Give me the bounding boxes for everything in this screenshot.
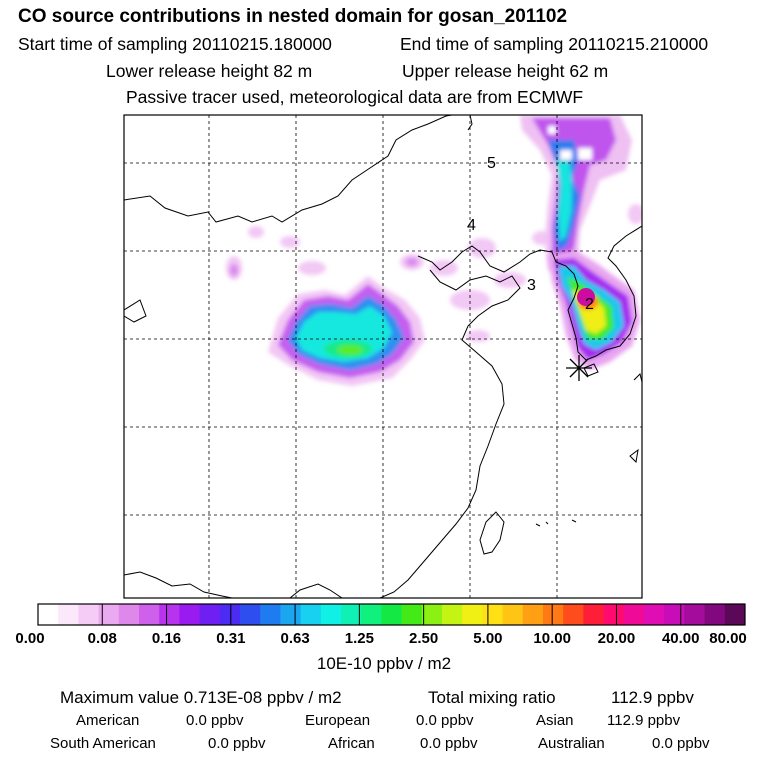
colorbar-tick-label: 20.00 bbox=[597, 630, 636, 647]
map-frame bbox=[123, 114, 643, 599]
colorbar-swatch bbox=[320, 604, 342, 625]
start-time-label: Start time of sampling 20110215.180000 bbox=[18, 34, 332, 54]
asterisk-station-icon bbox=[566, 355, 592, 381]
colorbar-swatch bbox=[563, 604, 584, 625]
region-value-american: 0.0 ppbv bbox=[186, 712, 244, 729]
colorbar-tick-label: 5.00 bbox=[473, 630, 503, 647]
trajectory-marker-3: 3 bbox=[527, 277, 536, 294]
colorbar-tick-label: 0.31 bbox=[216, 630, 246, 647]
colorbar-swatch bbox=[300, 604, 322, 625]
colorbar-swatch bbox=[623, 604, 645, 625]
colorbar-tick-label: 0.63 bbox=[280, 630, 310, 647]
colorbar-swatch bbox=[38, 604, 59, 625]
colorbar-swatch bbox=[341, 604, 362, 625]
max-value-label: Maximum value 0.713E-08 ppbv / m2 bbox=[60, 688, 342, 707]
colorbar-tick-label: 80.00 bbox=[709, 630, 747, 647]
plume-north-patches bbox=[226, 204, 642, 342]
colorbar-swatch bbox=[543, 604, 564, 625]
region-name-south-american: South American bbox=[50, 735, 156, 752]
max-concentration-spot bbox=[577, 288, 595, 306]
colorbar-tick-label: 0.08 bbox=[87, 630, 117, 647]
colorbar-frame bbox=[37, 603, 746, 626]
colorbar-swatch bbox=[482, 604, 503, 625]
map-title: CO source contributions in nested domain… bbox=[18, 6, 568, 27]
region-value-european: 0.0 ppbv bbox=[416, 712, 474, 729]
lower-release-label: Lower release height 82 m bbox=[106, 61, 313, 81]
region-value-australian: 0.0 ppbv bbox=[652, 735, 710, 752]
region-name-african: African bbox=[328, 735, 375, 752]
colorbar-swatch bbox=[442, 604, 463, 625]
colorbar-swatch bbox=[502, 604, 524, 625]
colorbar-swatch bbox=[664, 604, 685, 625]
colorbar-swatch bbox=[118, 604, 140, 625]
data-source-note: Passive tracer used, meteorological data… bbox=[126, 87, 584, 107]
colorbar-tick-label: 10.00 bbox=[533, 630, 571, 647]
coastlines bbox=[124, 115, 642, 598]
colorbar-swatch bbox=[361, 604, 382, 625]
end-time-label: End time of sampling 20110215.210000 bbox=[400, 34, 709, 54]
region-name-american: American bbox=[76, 712, 140, 729]
colorbar-swatch bbox=[603, 604, 625, 625]
colorbar-swatch bbox=[684, 604, 705, 625]
colorbar-tick-label: 0.00 bbox=[15, 630, 45, 647]
colorbar-swatch bbox=[381, 604, 402, 625]
colorbar-swatch bbox=[280, 604, 301, 625]
trajectory-marker-5: 5 bbox=[487, 155, 496, 172]
region-name-asian: Asian bbox=[536, 712, 574, 729]
colorbar-swatch bbox=[401, 604, 423, 625]
colorbar-swatch bbox=[199, 604, 221, 625]
colorbar-tick-label: 0.16 bbox=[151, 630, 182, 647]
total-mixing-value: 112.9 ppbv bbox=[611, 688, 694, 707]
lat-lon-grid bbox=[124, 115, 642, 598]
colorbar-swatch bbox=[583, 604, 604, 625]
colorbar-tick-label: 2.50 bbox=[409, 630, 439, 647]
region-name-australian: Australian bbox=[538, 735, 605, 752]
colorbar-swatch bbox=[724, 604, 746, 625]
colorbar-swatch bbox=[260, 604, 281, 625]
colorbar-unit: 10E-10 ppbv / m2 bbox=[316, 654, 452, 673]
colorbar-swatch bbox=[139, 604, 160, 625]
colorbar-swatch bbox=[179, 604, 200, 625]
upper-release-label: Upper release height 62 m bbox=[402, 61, 609, 81]
colorbar-swatch bbox=[58, 604, 79, 625]
colorbar-swatch bbox=[240, 604, 261, 625]
colorbar-swatch bbox=[98, 604, 120, 625]
colorbar-tick-label: 40.00 bbox=[661, 630, 700, 647]
colorbar-swatch bbox=[219, 604, 241, 625]
colorbar-swatch bbox=[644, 604, 665, 625]
total-mixing-label: Total mixing ratio bbox=[428, 688, 556, 707]
colorbar-swatch bbox=[78, 604, 99, 625]
colorbar-swatch bbox=[704, 604, 726, 625]
region-value-asian: 112.9 ppbv bbox=[607, 712, 681, 729]
trajectory-marker-2: 2 bbox=[585, 296, 594, 313]
colorbar-swatch bbox=[462, 604, 483, 625]
region-value-african: 0.0 ppbv bbox=[420, 735, 478, 752]
plume-korea-corridor bbox=[520, 115, 632, 280]
colorbar-swatch bbox=[159, 604, 180, 625]
region-name-european: European bbox=[305, 712, 371, 729]
colorbar-swatch bbox=[421, 604, 443, 625]
region-value-south-american: 0.0 ppbv bbox=[208, 735, 266, 752]
colorbar-tick-label: 1.25 bbox=[344, 630, 374, 647]
colorbar bbox=[37, 603, 746, 626]
colorbar-swatch bbox=[522, 604, 544, 625]
plume-korea-peninsula bbox=[548, 250, 640, 370]
trajectory-marker-4: 4 bbox=[467, 217, 476, 234]
plume-central-china bbox=[268, 276, 425, 386]
